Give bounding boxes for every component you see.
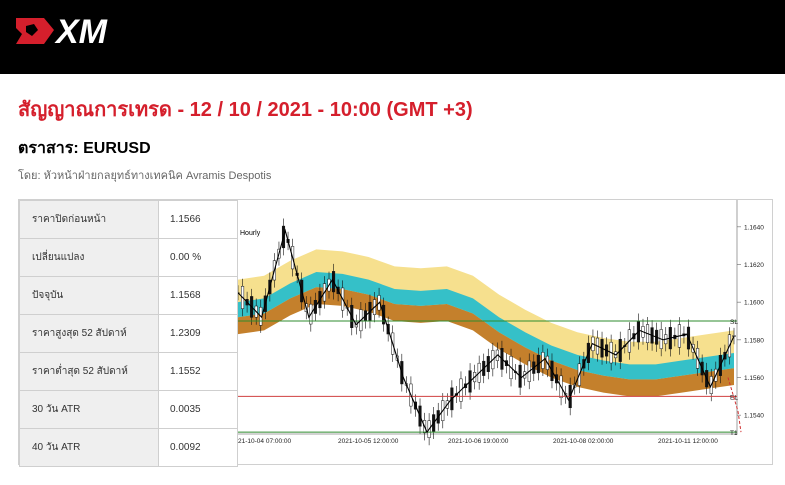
y-tick-label: 1.1640 bbox=[744, 224, 764, 231]
stat-value: 1.1568 bbox=[158, 276, 238, 315]
stat-label: 40 วัน ATR bbox=[19, 428, 159, 467]
xm-logo[interactable]: XM bbox=[14, 10, 139, 50]
stats-row: 40 วัน ATR 0.0092 bbox=[19, 428, 238, 467]
ribbon-core bbox=[238, 272, 734, 380]
y-axis-ticks: 1.1640 1.1620 1.1600 1.1580 1.1560 1.1540 bbox=[737, 224, 764, 420]
stats-row: ราคาปิดก่อนหน้า 1.1566 bbox=[19, 200, 238, 239]
x-axis-ticks: 21-10-04 07:00:00 2021-10-05 12:00:00 2021… bbox=[238, 438, 718, 445]
zigzag-line bbox=[238, 228, 735, 434]
x-tick-label: 2021-10-06 19:00:00 bbox=[448, 438, 509, 445]
stats-row: ราคาสูงสุด 52 สัปดาห์ 1.2309 bbox=[19, 314, 238, 353]
x-tick-label: 2021-10-08 02:00:00 bbox=[553, 438, 614, 445]
signal-panel: ราคาปิดก่อนหน้า 1.1566 เปลี่ยนแปลง 0.00 % ปั… bbox=[18, 199, 773, 467]
stats-row: 30 วัน ATR 0.0035 bbox=[19, 390, 238, 429]
target-arrow bbox=[727, 377, 742, 433]
stat-label: เปลี่ยนแปลง bbox=[19, 238, 159, 277]
stats-row: ราคาต่ำสุด 52 สัปดาห์ 1.1552 bbox=[19, 352, 238, 391]
x-tick-label: 2021-10-05 12:00:00 bbox=[338, 438, 399, 445]
top-banner: XM bbox=[0, 0, 785, 74]
y-tick-label: 1.1540 bbox=[744, 413, 764, 420]
level-label: SL bbox=[730, 319, 738, 326]
stat-label: ราคาสูงสุด 52 สัปดาห์ bbox=[19, 314, 159, 353]
stat-label: 30 วัน ATR bbox=[19, 390, 159, 429]
level-label: T1 bbox=[730, 430, 738, 437]
stat-value: 1.1566 bbox=[158, 200, 238, 239]
xm-logo-text: XM bbox=[54, 13, 108, 50]
author-byline: โดย: หัวหน้าฝ่ายกลยุทธ์ทางเทคนิค Avramis… bbox=[18, 170, 272, 182]
stats-row: ปัจจุบัน 1.1568 bbox=[19, 276, 238, 315]
stat-label: ปัจจุบัน bbox=[19, 276, 159, 315]
y-tick-label: 1.1560 bbox=[744, 375, 764, 382]
y-tick-label: 1.1620 bbox=[744, 262, 764, 269]
stat-label: ราคาปิดก่อนหน้า bbox=[19, 200, 159, 239]
zigzag-series bbox=[238, 228, 735, 434]
instrument-title: ตราสาร: EURUSD bbox=[18, 140, 151, 157]
stat-value: 0.0092 bbox=[158, 428, 238, 467]
stats-table: ราคาปิดก่อนหน้า 1.1566 เปลี่ยนแปลง 0.00 % ปั… bbox=[19, 200, 238, 467]
page-title: สัญญาณการเทรด - 12 / 10 / 2021 - 10:00 (… bbox=[18, 99, 473, 121]
x-tick-label: 2021-10-11 12:00:00 bbox=[658, 438, 718, 445]
stat-value: 1.1552 bbox=[158, 352, 238, 391]
y-tick-label: 1.1580 bbox=[744, 337, 764, 344]
stat-value: 1.2309 bbox=[158, 314, 238, 353]
timeframe-label: Hourly bbox=[240, 230, 261, 237]
x-tick-label: 21-10-04 07:00:00 bbox=[238, 438, 292, 445]
stat-label: ราคาต่ำสุด 52 สัปดาห์ bbox=[19, 352, 159, 391]
stat-value: 0.0035 bbox=[158, 390, 238, 429]
y-tick-label: 1.1600 bbox=[744, 300, 764, 307]
stats-row: เปลี่ยนแปลง 0.00 % bbox=[19, 238, 238, 277]
stat-value: 0.00 % bbox=[158, 238, 238, 277]
